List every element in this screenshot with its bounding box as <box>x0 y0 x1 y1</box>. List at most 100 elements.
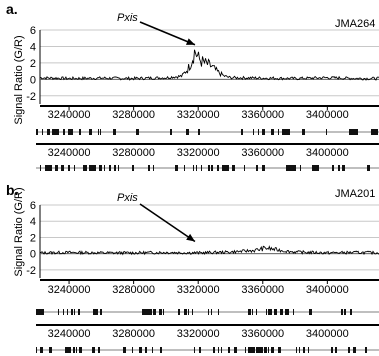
gene-feature <box>300 165 301 171</box>
gene-feature <box>222 165 229 171</box>
x-tick-label: 3240000 <box>48 284 91 296</box>
gene-feature <box>74 165 75 171</box>
gene-feature <box>344 309 346 315</box>
annotation-arrowhead <box>185 38 195 45</box>
secondary-x-tick-label: 3360000 <box>241 147 284 159</box>
gene-feature <box>36 309 44 315</box>
secondary-x-tick-label: 3280000 <box>112 147 155 159</box>
series-line <box>39 49 379 81</box>
gene-feature <box>79 129 81 135</box>
gene-feature <box>218 347 219 353</box>
y-tick-label: 6 <box>30 200 36 212</box>
gene-feature <box>252 309 253 315</box>
x-tick-label: 3360000 <box>241 284 284 296</box>
panel-label-b: b. <box>6 182 18 198</box>
gene-feature <box>100 129 101 135</box>
gene-feature <box>58 309 59 315</box>
x-tick-label: 3280000 <box>112 109 155 121</box>
annotation-arrow <box>139 203 196 243</box>
gene-feature <box>153 309 156 315</box>
gene-feature <box>109 165 111 171</box>
gene-feature <box>78 309 80 315</box>
gene-feature <box>40 347 43 353</box>
gene-feature <box>338 165 340 171</box>
gene-feature <box>256 347 263 353</box>
gene-feature <box>192 309 193 315</box>
gene-feature <box>353 347 356 353</box>
annotation-arrowhead <box>186 233 195 242</box>
gene-feature <box>92 347 95 353</box>
gene-feature <box>42 129 43 135</box>
gene-feature <box>67 309 68 315</box>
gene-feature <box>198 129 200 135</box>
gene-feature <box>278 129 279 135</box>
gene-feature <box>271 129 274 135</box>
gene-feature <box>296 347 297 353</box>
gene-feature <box>170 129 172 135</box>
gene-feature <box>99 165 102 171</box>
secondary-x-tick-label: 3240000 <box>48 147 91 159</box>
gene-feature <box>136 129 139 135</box>
gene-feature <box>47 129 50 135</box>
gene-feature <box>248 347 255 353</box>
gene-feature <box>248 309 251 315</box>
y-tick-label: 6 <box>30 25 36 37</box>
y-tick-label: -2 <box>26 265 36 277</box>
secondary-x-tick-label: 3320000 <box>177 328 220 340</box>
gene-feature <box>201 165 202 171</box>
gene-feature <box>188 309 189 315</box>
secondary-x-tick-label: 3280000 <box>112 328 155 340</box>
gene-feature <box>274 309 277 315</box>
panel-a: a. JMA264 Pxis -2 0 2 4 6 3240000 3280000 33200… <box>6 1 379 171</box>
gene-feature <box>253 129 254 135</box>
gene-feature <box>228 347 230 353</box>
gene-feature <box>40 165 41 171</box>
gene-feature <box>285 309 289 315</box>
gene-feature <box>258 129 259 135</box>
gene-feature <box>280 309 283 315</box>
x-tick-label: 3400000 <box>306 109 349 121</box>
gene-feature <box>335 347 337 353</box>
gene-feature <box>217 165 219 171</box>
gene-feature <box>232 165 235 171</box>
gene-feature <box>63 129 65 135</box>
gene-feature <box>45 165 52 171</box>
x-tick-label: 3240000 <box>48 109 91 121</box>
panel-b: b. JMA201 Pxis -2 0 2 4 6 3240000 3280000 33200… <box>6 182 379 353</box>
gene-feature <box>68 165 70 171</box>
gene-feature <box>341 309 343 315</box>
gene-feature <box>100 309 102 315</box>
gene-feature <box>89 129 92 135</box>
gene-feature <box>73 347 75 353</box>
gene-feature <box>221 347 222 353</box>
y-tick-label: 2 <box>30 58 36 70</box>
gene-feature <box>79 347 82 353</box>
gene-feature <box>123 347 126 353</box>
gene-feature <box>268 309 272 315</box>
gene-feature <box>256 165 258 171</box>
gene-feature <box>342 165 345 171</box>
gene-feature <box>152 347 153 353</box>
gene-feature <box>113 129 116 135</box>
gene-feature <box>234 347 237 353</box>
gene-feature <box>145 347 147 353</box>
gene-feature <box>184 165 185 171</box>
gene-feature <box>326 129 327 135</box>
gene-feature <box>271 347 274 353</box>
gene-feature <box>308 347 309 353</box>
gene-feature <box>332 165 334 171</box>
gene-feature <box>208 309 209 315</box>
gene-feature <box>160 347 162 353</box>
gene-feature <box>278 347 281 353</box>
gene-feature <box>52 129 59 135</box>
gene-feature <box>178 309 180 315</box>
gene-feature <box>331 347 333 353</box>
gene-feature <box>186 129 189 135</box>
gene-feature <box>309 309 312 315</box>
gene-feature <box>312 165 319 171</box>
x-tick-label: 3360000 <box>241 109 284 121</box>
gene-feature <box>211 165 213 171</box>
gene-feature <box>208 165 210 171</box>
annotation-arrow <box>139 21 196 46</box>
gene-feature <box>348 347 350 353</box>
